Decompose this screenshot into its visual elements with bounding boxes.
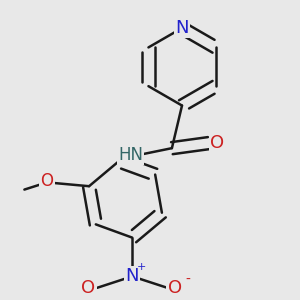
Text: -: - — [186, 273, 190, 286]
Text: +: + — [137, 262, 146, 272]
Text: HN: HN — [118, 146, 143, 164]
Text: O: O — [167, 279, 182, 297]
Text: N: N — [175, 19, 189, 37]
Text: N: N — [125, 267, 139, 285]
Text: O: O — [81, 279, 95, 297]
Text: O: O — [40, 172, 53, 190]
Text: O: O — [210, 134, 224, 152]
